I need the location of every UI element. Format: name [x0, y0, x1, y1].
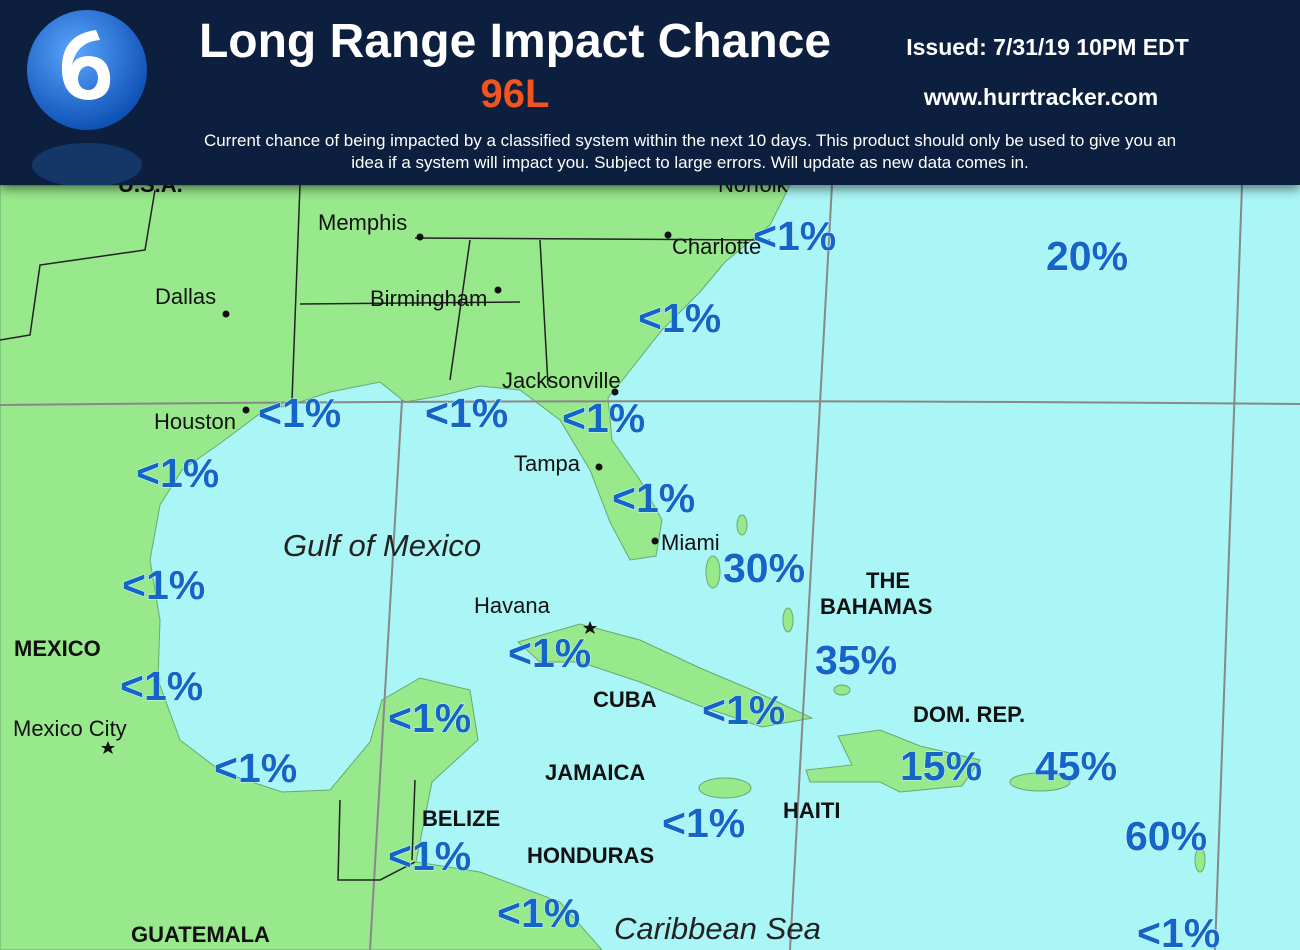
place-label: Tampa — [514, 451, 581, 476]
logo-reflection — [32, 143, 142, 185]
place-label: Memphis — [318, 210, 407, 235]
impact-chance: 30% — [723, 545, 805, 591]
impact-chance: <1% — [508, 630, 591, 676]
water-label: Gulf of Mexico — [283, 528, 481, 563]
city-dot — [611, 388, 619, 396]
island — [782, 607, 794, 633]
impact-chance: <1% — [120, 663, 203, 709]
logo — [27, 10, 147, 185]
logo-symbol — [61, 30, 111, 100]
place-label: BELIZE — [422, 806, 500, 831]
island — [705, 555, 721, 589]
impact-chance: <1% — [425, 390, 508, 436]
border — [414, 237, 771, 241]
land — [0, 184, 1206, 950]
place-label: DOM. REP. — [913, 702, 1025, 727]
impact-chance: <1% — [562, 395, 645, 441]
description: Current chance of being impacted by a cl… — [203, 131, 1177, 172]
capital-star — [583, 621, 597, 634]
place-label: MEXICO — [14, 636, 101, 661]
place-label: HAITI — [783, 798, 840, 823]
impact-chance: <1% — [638, 295, 721, 341]
impact-chance: 20% — [1046, 233, 1128, 279]
impact-chance: <1% — [136, 450, 219, 496]
borders — [0, 184, 771, 881]
impact-chance: 35% — [815, 637, 897, 683]
place-label: Mexico City — [13, 716, 127, 741]
impact-chance: <1% — [214, 745, 297, 791]
border — [337, 799, 416, 881]
logo-circle — [27, 10, 147, 130]
impact-chance: <1% — [662, 800, 745, 846]
graticule — [789, 184, 833, 950]
border — [411, 779, 416, 861]
capital-star — [101, 741, 115, 754]
impact-chance: 60% — [1125, 813, 1207, 859]
place-label: Jacksonville — [502, 368, 621, 393]
city-dot — [664, 231, 672, 239]
place-label: BAHAMAS — [820, 594, 932, 619]
impact-chance: <1% — [388, 695, 471, 741]
city-dot — [494, 286, 502, 294]
place-label: GUATEMALA — [131, 922, 270, 947]
jamaica — [698, 777, 752, 799]
impact-chance: 15% — [900, 743, 982, 789]
border — [539, 239, 549, 386]
place-label: Miami — [661, 530, 720, 555]
border — [449, 239, 471, 381]
storm-name: 96L — [480, 72, 550, 116]
grid — [0, 184, 1300, 950]
graticule — [369, 399, 403, 950]
hispaniola — [805, 729, 981, 793]
place-label: JAMAICA — [545, 760, 645, 785]
impact-chance: <1% — [258, 390, 341, 436]
header: Long Range Impact Chance 96L Issued: 7/3… — [0, 0, 1300, 185]
cuba — [517, 623, 814, 728]
impact-chance: 45% — [1035, 743, 1117, 789]
place-label: Houston — [154, 409, 236, 434]
place-label: Havana — [474, 593, 551, 618]
city-dot — [222, 310, 230, 318]
impact-chance: <1% — [1137, 910, 1220, 950]
impact-chance: <1% — [497, 890, 580, 936]
graticule — [1214, 184, 1243, 950]
impact-chance: <1% — [612, 475, 695, 521]
issued-time: Issued: 7/31/19 10PM EDT — [906, 34, 1189, 60]
place-label: Charlotte — [672, 234, 761, 259]
city-dot — [595, 463, 603, 471]
city-markers — [101, 231, 672, 754]
graticule — [0, 400, 1300, 406]
island — [1194, 847, 1206, 873]
city-dot — [651, 537, 659, 545]
border — [0, 189, 156, 341]
title: Long Range Impact Chance — [198, 15, 832, 68]
island — [736, 514, 748, 536]
place-label: THE — [866, 568, 910, 593]
impact-chance: <1% — [388, 833, 471, 879]
place-label: Birmingham — [370, 286, 487, 311]
border — [299, 301, 521, 305]
water-label: Caribbean Sea — [614, 911, 821, 946]
impact-chance: <1% — [702, 687, 785, 733]
island — [833, 684, 851, 696]
city-dot — [242, 406, 250, 414]
place-label: Dallas — [155, 284, 216, 309]
mainland — [0, 184, 791, 950]
place-label: HONDURAS — [527, 843, 654, 868]
puerto-rico — [1009, 772, 1071, 792]
impact-chance: <1% — [753, 213, 836, 259]
border — [291, 184, 301, 401]
place-label: CUBA — [593, 687, 657, 712]
website: www.hurrtracker.com — [923, 84, 1159, 110]
impact-chance: <1% — [122, 562, 205, 608]
city-dot — [416, 233, 424, 241]
